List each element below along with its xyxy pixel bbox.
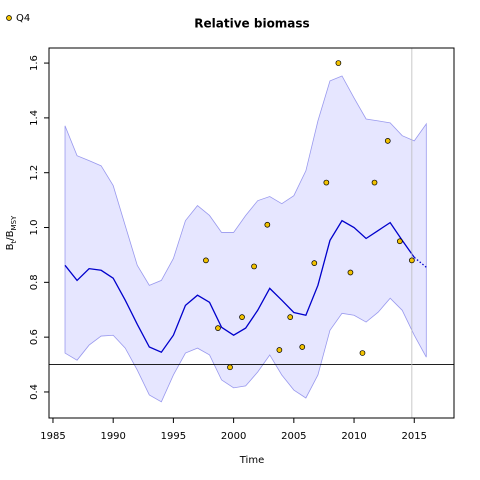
y-tick-label: 0.8 <box>29 274 40 290</box>
data-point <box>311 260 318 266</box>
legend-marker <box>6 15 12 21</box>
y-tick-label: 1.6 <box>29 55 40 71</box>
data-point <box>359 350 366 356</box>
y-tick-label: 0.6 <box>29 329 40 345</box>
x-tick-label: 1985 <box>40 431 65 442</box>
y-tick-label: 1.4 <box>29 110 40 126</box>
x-tick-label: 2000 <box>221 431 246 442</box>
y-axis-label-part: B <box>5 243 16 250</box>
data-point <box>251 263 257 270</box>
chart-title: Relative biomass <box>194 17 309 31</box>
y-tick-label: 1.2 <box>29 165 40 181</box>
x-tick-label: 2010 <box>341 431 366 442</box>
x-tick-label: 2005 <box>281 431 306 442</box>
y-tick-label: 1.0 <box>29 220 40 236</box>
data-point <box>323 179 330 186</box>
data-point <box>287 314 294 320</box>
data-point <box>227 364 233 371</box>
x-tick-label: 2015 <box>402 431 427 442</box>
y-tick-label: 0.4 <box>29 384 40 400</box>
data-point <box>264 221 271 228</box>
data-point <box>384 138 391 144</box>
confidence-band <box>64 75 427 403</box>
data-point <box>276 347 283 353</box>
data-point <box>215 325 221 331</box>
data-point <box>335 60 342 66</box>
data-point <box>299 344 306 350</box>
data-point <box>347 269 354 276</box>
x-axis-label: Time <box>239 455 264 466</box>
median-line <box>64 219 415 354</box>
legend-label: Q4 <box>16 13 30 24</box>
x-tick-label: 1990 <box>100 431 125 442</box>
data-point <box>409 257 415 264</box>
x-tick-label: 1995 <box>161 431 186 442</box>
data-point <box>203 257 209 264</box>
data-point <box>371 179 378 186</box>
data-point <box>239 314 245 320</box>
projection-line <box>413 256 427 268</box>
y-axis-label-part: /B <box>5 230 16 240</box>
plot-frame <box>48 47 455 419</box>
y-axis-label: Bt/BMSY <box>5 215 18 250</box>
y-axis-label-part: MSY <box>10 215 18 230</box>
data-point <box>396 238 403 245</box>
y-axis-label-part: t <box>10 240 18 243</box>
